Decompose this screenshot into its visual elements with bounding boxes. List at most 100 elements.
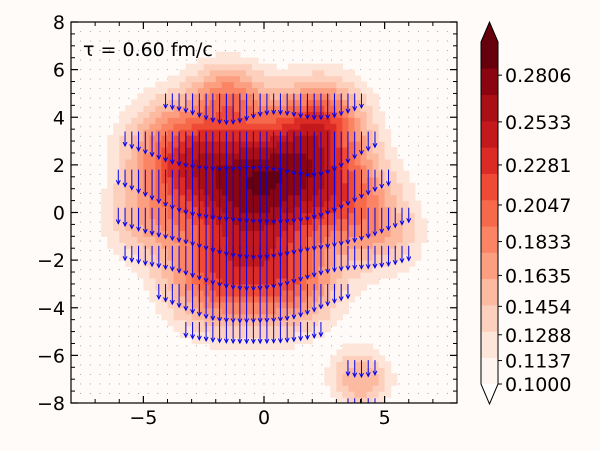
density-cell [306,266,313,273]
grid-dot [80,183,82,185]
density-cell [173,170,181,178]
arrow-head [176,106,182,112]
density-cell [185,123,193,130]
density-cell [227,87,235,95]
density-cell [360,277,368,285]
grid-dot [109,126,111,128]
grid-dot [417,288,419,290]
density-cell [282,260,289,267]
grid-dot [118,107,120,109]
grid-dot [321,40,323,42]
density-cell [294,129,301,136]
density-cell [318,152,325,160]
density-cell [173,200,181,208]
density-cell [197,147,205,154]
density-cell [203,218,211,226]
grid-dot [99,183,101,185]
density-cell [318,277,325,285]
grid-dot [80,392,82,395]
density-cell [197,188,205,196]
density-cell [312,206,319,214]
density-cell [227,343,235,351]
density-cell [143,283,151,291]
density-cell [390,373,398,380]
grid-dot [128,345,130,347]
arrow-head [210,337,216,343]
density-cell [390,254,398,261]
arrow-head [284,251,290,257]
density-cell [294,170,301,178]
arrow-head [196,335,202,341]
density-cell [245,75,253,83]
arrow-head [271,166,277,173]
density-cell [173,81,181,89]
density-cell [173,295,181,303]
grid-dot [147,50,149,52]
grid-dot [408,88,410,90]
arrow-head [163,157,169,163]
density-cell [179,289,187,297]
density-cell [191,254,199,261]
density-cell [203,105,211,112]
arrow-head [345,108,351,114]
arrow-head [372,370,378,376]
arrow-head [331,298,337,304]
grid-dot [138,307,140,309]
density-cell [390,194,398,202]
grid-dot [89,192,91,194]
grid-dot [80,116,82,118]
grid-dot [80,326,82,328]
density-cell [330,164,337,172]
density-cell [257,301,265,309]
grid-dot [331,345,333,347]
density-cell [306,331,313,339]
density-cell [161,170,169,178]
density-cell [306,99,313,106]
grid-dot [437,126,439,128]
density-cell [233,141,241,148]
density-cell [233,260,241,267]
arrow-head [298,172,304,178]
grid-dot [80,135,82,137]
density-cell [378,147,386,154]
grid-dot [302,40,304,42]
density-cell [203,200,211,208]
density-cell [239,301,247,309]
density-cell [191,152,199,160]
density-cell [348,397,356,403]
density-cell [390,152,398,160]
grid-dot [99,231,101,233]
grid-dot [417,335,419,337]
colorbar-level [481,42,498,69]
density-cell [282,236,289,243]
density-cell [342,87,350,95]
arrow-head [271,338,277,344]
colorbar-level [481,199,498,227]
density-cell [270,87,277,95]
density-cell [179,188,187,196]
density-cell [300,152,307,160]
density-cell [318,93,325,100]
density-cell [131,200,138,208]
density-cell [366,254,374,261]
density-cell [245,63,253,71]
grid-dot [224,392,226,395]
density-cell [354,206,362,214]
density-cell [245,135,253,142]
grid-dot [118,88,120,90]
density-cell [173,254,181,261]
density-cell [161,117,169,124]
density-cell [239,135,247,142]
density-cell [113,188,120,196]
density-cell [143,93,151,100]
grid-dot [99,154,101,156]
density-cell [318,301,325,309]
density-cell [366,93,374,100]
grid-dot [379,88,381,90]
density-cell [360,397,368,403]
density-cell [282,129,289,136]
grid-dot [408,154,410,156]
arrow-head [359,235,364,242]
density-cell [215,164,223,172]
arrow-head [169,266,175,272]
